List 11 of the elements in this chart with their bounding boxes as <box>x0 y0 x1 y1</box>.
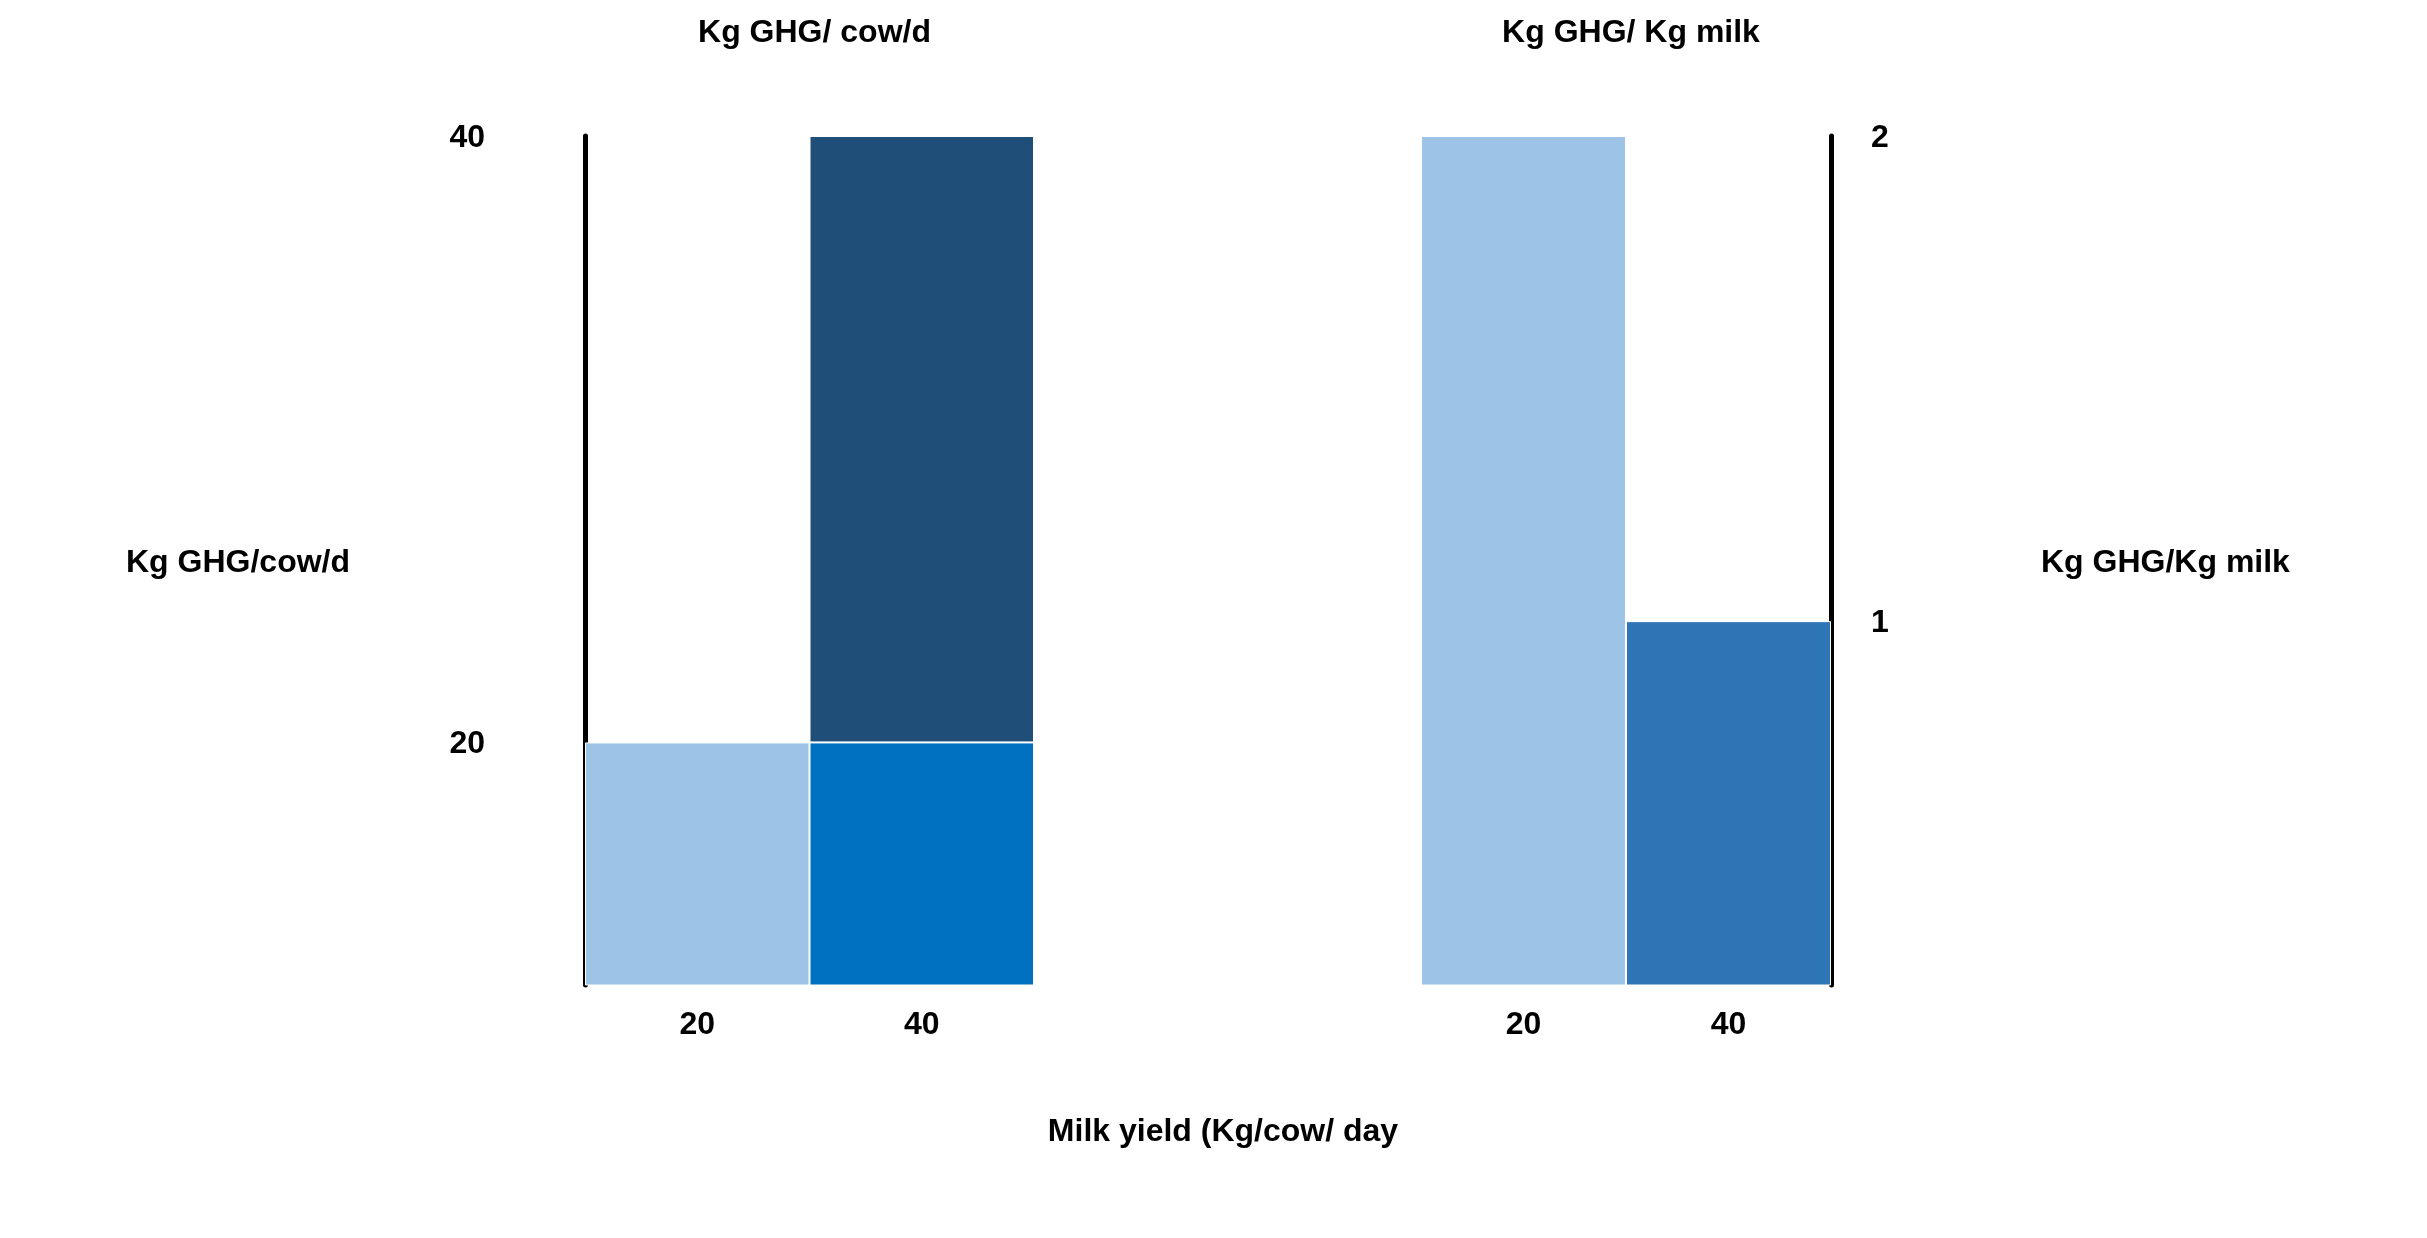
x-tick-label: 20 <box>679 1005 716 1041</box>
y-axis-title: Kg GHG/cow/d <box>126 542 350 579</box>
chart-title: Kg GHG/ cow/d <box>698 13 931 49</box>
x-tick-label: 20 <box>1505 1005 1542 1041</box>
x-tick-label: 40 <box>1710 1005 1747 1041</box>
x-axis-title: Milk yield (Kg/cow/ day <box>1046 1112 1400 1149</box>
y2-tick-label: 1 <box>1871 603 1889 640</box>
y2-tick-label: 2 <box>1871 118 1889 154</box>
x-tick-label: 40 <box>903 1005 940 1041</box>
y2-axis-title: Kg GHG/Kg milk <box>2041 542 2291 579</box>
chart-title: Kg GHG/ Kg milk <box>1502 13 1761 49</box>
